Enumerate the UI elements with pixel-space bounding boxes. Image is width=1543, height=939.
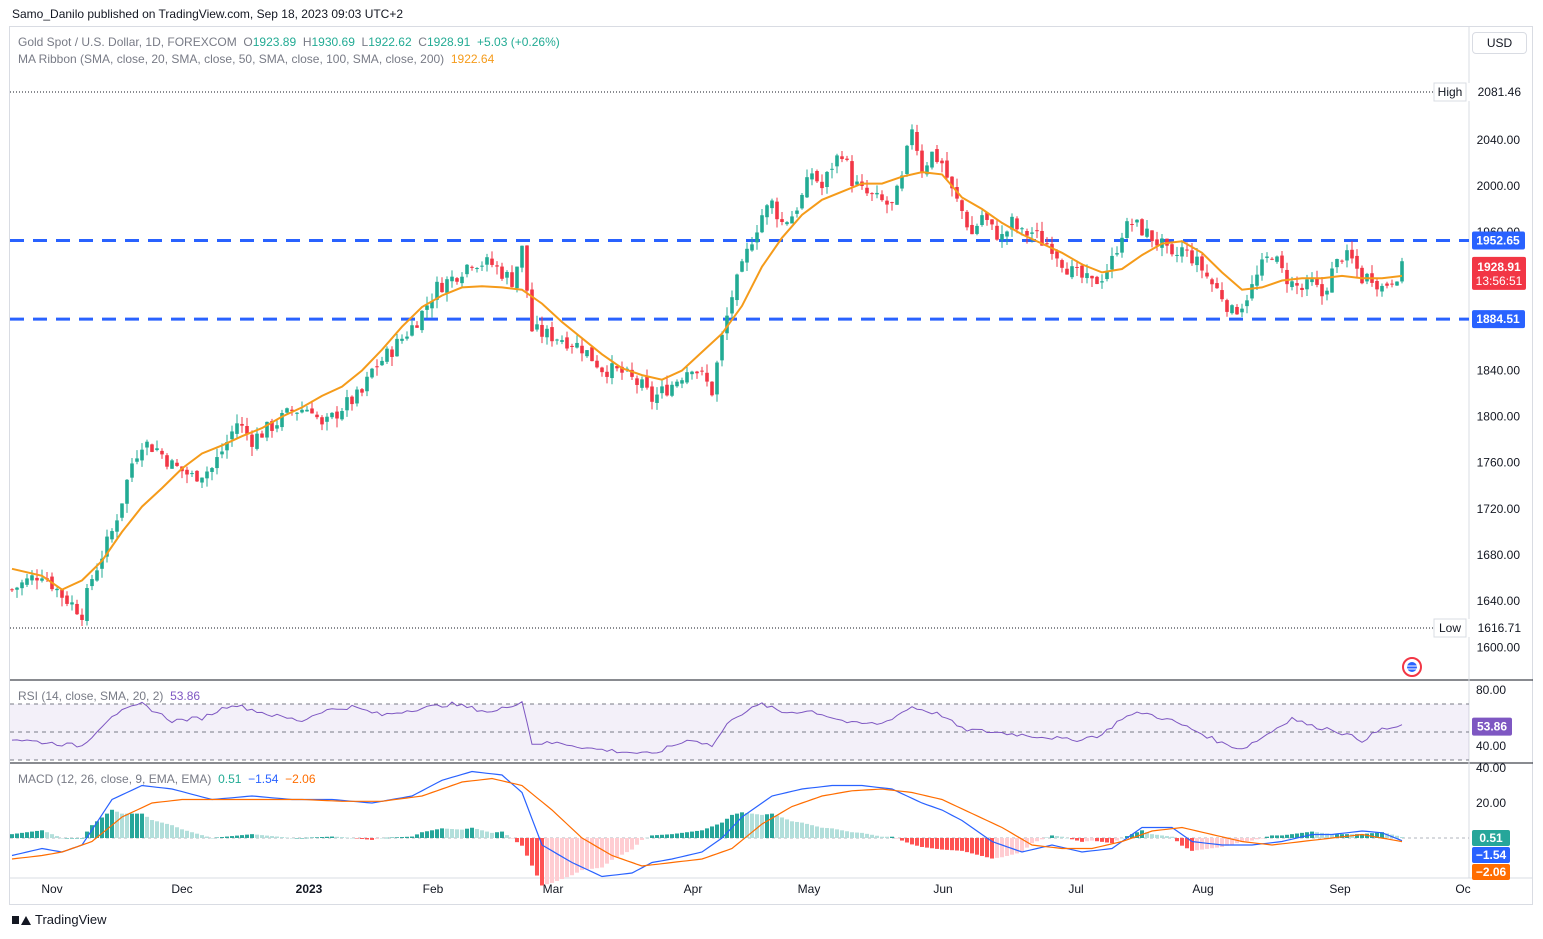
macd-label: MACD (12, 26, close, 9, EMA, EMA) [18,772,212,786]
close-value: 1928.91 [426,35,471,49]
low-label: L [361,35,369,49]
symbol-legend[interactable]: Gold Spot / U.S. Dollar, 1D, FOREXCOM O1… [18,35,560,49]
macd-signal-value: −2.06 [285,772,316,786]
macd-legend[interactable]: MACD (12, 26, close, 9, EMA, EMA) 0.51 −… [18,772,316,786]
ma-label: MA Ribbon (SMA, close, 20, SMA, close, 5… [18,52,445,66]
footer-brand-text: TradingView [35,912,107,927]
chart-frame [9,26,1533,905]
rsi-legend-value: 53.86 [170,689,201,703]
tradingview-logo-icon [12,914,31,926]
symbol-name: Gold Spot / U.S. Dollar, 1D, FOREXCOM [18,35,237,49]
ma-legend[interactable]: MA Ribbon (SMA, close, 20, SMA, close, 5… [18,52,494,66]
change-value: +5.03 (+0.26%) [477,35,560,49]
low-value: 1922.62 [368,35,412,49]
open-value: 1923.89 [252,35,297,49]
currency-button[interactable]: USD [1472,32,1527,54]
high-value: 1930.69 [311,35,355,49]
publisher-header: Samo_Danilo published on TradingView.com… [12,7,404,21]
close-label: C [418,35,427,49]
high-label: H [302,35,312,49]
rsi-legend[interactable]: RSI (14, close, SMA, 20, 2) 53.86 [18,689,200,703]
open-label: O [243,35,253,49]
macd-line-value: −1.54 [248,772,279,786]
rsi-label: RSI (14, close, SMA, 20, 2) [18,689,164,703]
footer-brand[interactable]: TradingView [12,912,107,927]
macd-hist-value: 0.51 [218,772,242,786]
ma-value: 1922.64 [450,52,495,66]
